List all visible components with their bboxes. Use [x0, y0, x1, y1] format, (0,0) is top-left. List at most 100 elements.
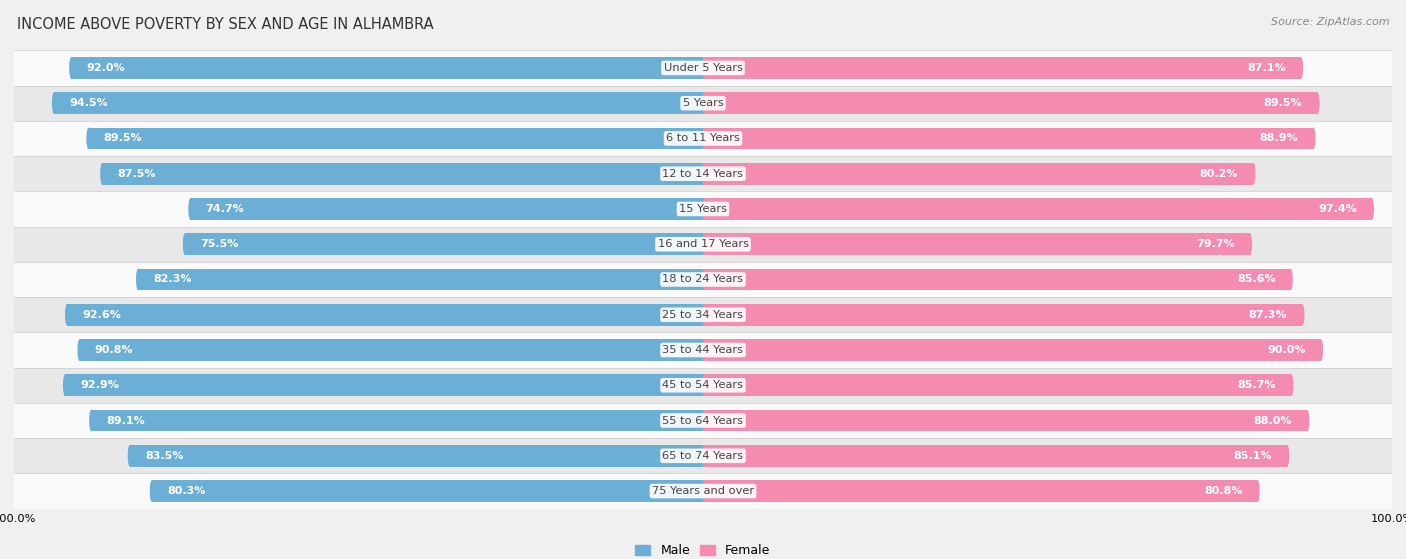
Text: 87.3%: 87.3%	[1249, 310, 1288, 320]
Bar	[703, 375, 706, 396]
Circle shape	[136, 268, 141, 291]
Bar	[700, 92, 703, 114]
Bar	[80, 339, 703, 361]
Circle shape	[69, 57, 73, 79]
Bar	[103, 163, 703, 184]
Bar	[703, 304, 706, 326]
Bar	[89, 127, 703, 149]
Circle shape	[100, 163, 104, 184]
Text: 87.5%: 87.5%	[117, 169, 156, 179]
Bar	[14, 191, 1392, 226]
Text: 94.5%: 94.5%	[69, 98, 108, 108]
Bar	[186, 233, 703, 255]
Text: 6 to 11 Years: 6 to 11 Years	[666, 134, 740, 144]
Circle shape	[86, 127, 90, 149]
Circle shape	[77, 339, 82, 361]
Text: 55 to 64 Years: 55 to 64 Years	[662, 415, 744, 425]
Bar	[14, 50, 1392, 86]
Bar	[703, 339, 706, 361]
Bar	[14, 403, 1392, 438]
Text: 83.5%: 83.5%	[145, 451, 183, 461]
Circle shape	[1289, 375, 1294, 396]
Circle shape	[188, 198, 193, 220]
Bar	[700, 480, 703, 502]
Bar	[703, 92, 1317, 114]
Text: 80.8%: 80.8%	[1204, 486, 1243, 496]
Circle shape	[1301, 304, 1305, 326]
Bar	[72, 57, 703, 79]
Circle shape	[1316, 92, 1320, 114]
Bar	[703, 198, 706, 220]
Bar	[91, 410, 703, 432]
Text: 85.1%: 85.1%	[1233, 451, 1272, 461]
Text: 89.1%: 89.1%	[107, 415, 145, 425]
Bar	[67, 304, 703, 326]
Bar	[703, 163, 1253, 184]
Text: 89.5%: 89.5%	[104, 134, 142, 144]
Bar	[703, 304, 1302, 326]
Bar	[129, 445, 703, 467]
Text: 88.9%: 88.9%	[1260, 134, 1298, 144]
Bar	[138, 268, 703, 291]
Bar	[703, 268, 706, 291]
Text: 90.0%: 90.0%	[1267, 345, 1306, 355]
Bar	[700, 304, 703, 326]
Bar	[14, 473, 1392, 509]
Text: 79.7%: 79.7%	[1197, 239, 1234, 249]
Text: 92.9%: 92.9%	[80, 380, 120, 390]
Circle shape	[1251, 163, 1256, 184]
Text: 74.7%: 74.7%	[205, 204, 245, 214]
Bar	[152, 480, 703, 502]
Text: 45 to 54 Years: 45 to 54 Years	[662, 380, 744, 390]
Legend: Male, Female: Male, Female	[630, 539, 776, 559]
Bar	[703, 233, 1250, 255]
Bar	[700, 268, 703, 291]
Text: 90.8%: 90.8%	[94, 345, 134, 355]
Bar	[14, 262, 1392, 297]
Text: 92.0%: 92.0%	[86, 63, 125, 73]
Bar	[14, 297, 1392, 333]
Text: Source: ZipAtlas.com: Source: ZipAtlas.com	[1271, 17, 1389, 27]
Bar	[703, 445, 1286, 467]
Text: 89.5%: 89.5%	[1264, 98, 1302, 108]
Bar	[703, 268, 1291, 291]
Bar	[190, 198, 703, 220]
Text: 80.3%: 80.3%	[167, 486, 205, 496]
Bar	[703, 127, 1313, 149]
Circle shape	[1312, 127, 1316, 149]
Bar	[700, 339, 703, 361]
Text: 25 to 34 Years: 25 to 34 Years	[662, 310, 744, 320]
Bar	[703, 445, 706, 467]
Text: 85.6%: 85.6%	[1237, 274, 1275, 285]
Circle shape	[150, 480, 155, 502]
Bar	[703, 92, 706, 114]
Text: 18 to 24 Years: 18 to 24 Years	[662, 274, 744, 285]
Circle shape	[1305, 410, 1309, 432]
Circle shape	[128, 445, 132, 467]
Circle shape	[1247, 233, 1253, 255]
Text: 75.5%: 75.5%	[200, 239, 239, 249]
Circle shape	[183, 233, 187, 255]
Circle shape	[1285, 445, 1289, 467]
Circle shape	[1299, 57, 1303, 79]
Bar	[703, 480, 706, 502]
Bar	[700, 163, 703, 184]
Circle shape	[1319, 339, 1323, 361]
Circle shape	[65, 304, 69, 326]
Circle shape	[1288, 268, 1292, 291]
Text: 12 to 14 Years: 12 to 14 Years	[662, 169, 744, 179]
Text: 92.6%: 92.6%	[83, 310, 121, 320]
Bar	[703, 198, 1372, 220]
Bar	[14, 438, 1392, 473]
Circle shape	[63, 375, 67, 396]
Circle shape	[89, 410, 93, 432]
Bar	[700, 233, 703, 255]
Bar	[14, 226, 1392, 262]
Text: 97.4%: 97.4%	[1317, 204, 1357, 214]
Bar	[703, 233, 706, 255]
Bar	[700, 445, 703, 467]
Bar	[14, 156, 1392, 191]
Bar	[700, 57, 703, 79]
Bar	[14, 121, 1392, 156]
Bar	[14, 333, 1392, 368]
